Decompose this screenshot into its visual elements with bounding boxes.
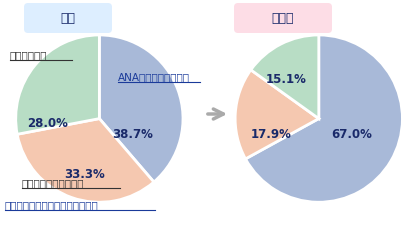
Wedge shape bbox=[235, 71, 318, 159]
Text: 67.0%: 67.0% bbox=[331, 127, 371, 140]
Text: 変更後: 変更後 bbox=[271, 12, 294, 25]
Wedge shape bbox=[16, 36, 99, 135]
Text: ANAホールディングス: ANAホールディングス bbox=[118, 72, 190, 82]
FancyBboxPatch shape bbox=[24, 4, 112, 34]
Text: 現状: 現状 bbox=[60, 12, 75, 25]
FancyBboxPatch shape bbox=[233, 4, 331, 34]
Wedge shape bbox=[17, 119, 154, 202]
Text: 17.9%: 17.9% bbox=[250, 127, 291, 140]
Text: 28.0%: 28.0% bbox=[27, 116, 68, 129]
Text: ファーストイースタン: ファーストイースタン bbox=[22, 177, 84, 187]
Text: 産業革新機構: 産業革新機構 bbox=[10, 50, 47, 60]
Text: アビエーションホールディングス: アビエーションホールディングス bbox=[5, 199, 99, 209]
Wedge shape bbox=[250, 36, 318, 119]
Text: 33.3%: 33.3% bbox=[64, 168, 105, 180]
Text: 15.1%: 15.1% bbox=[265, 72, 305, 85]
Text: 38.7%: 38.7% bbox=[112, 127, 152, 140]
Wedge shape bbox=[99, 36, 183, 182]
Wedge shape bbox=[245, 36, 401, 202]
